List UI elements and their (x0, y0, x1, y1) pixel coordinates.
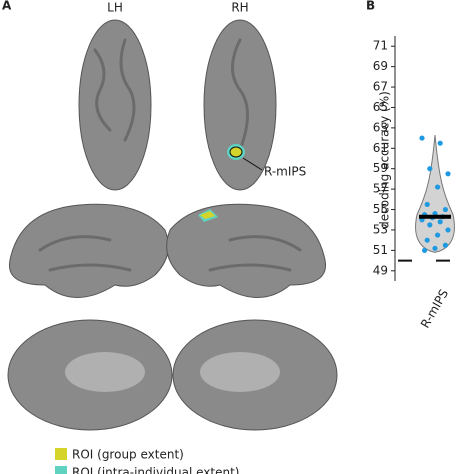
brain-top-rh (203, 19, 277, 191)
data-point (422, 247, 428, 253)
violin (415, 135, 455, 253)
y-tick-label: 65 (373, 100, 388, 114)
y-tick-label: 53 (373, 222, 388, 236)
brain-views (7, 19, 338, 431)
data-point (419, 135, 425, 141)
y-tick-label: 55 (373, 202, 388, 216)
roi-group (200, 211, 215, 219)
panel-label: B (366, 0, 375, 13)
data-point (424, 201, 430, 208)
data-point (445, 227, 451, 233)
hemisphere-label: LH (107, 1, 123, 15)
panel-label: A (2, 0, 12, 13)
y-tick-label: 69 (373, 59, 388, 73)
corpus (200, 352, 280, 392)
y-tick-label: 57 (373, 182, 388, 196)
y-tick-label: 67 (373, 80, 388, 94)
data-point (437, 140, 443, 146)
legend-label: ROI (group extent) (72, 448, 184, 462)
legend-swatch (55, 466, 67, 474)
roi-group (229, 146, 243, 158)
roi-label: R-mIPS (264, 165, 306, 179)
roi-pointer (242, 157, 263, 171)
data-point (437, 219, 443, 225)
data-point (435, 232, 441, 238)
brain-lateral-lh (8, 203, 169, 298)
data-point (442, 242, 448, 248)
y-axis-title: decoding accuracy (%) (378, 91, 392, 229)
data-point (442, 206, 448, 213)
y-tick-label: 49 (373, 263, 388, 277)
legend-swatch (55, 448, 67, 460)
y-tick-label: 63 (373, 120, 388, 134)
data-point (435, 184, 441, 190)
corpus (65, 352, 145, 392)
data-point (432, 245, 438, 251)
brain-lateral-rh (166, 203, 327, 298)
y-tick-label: 71 (373, 39, 388, 53)
y-tick-label: 51 (373, 243, 388, 257)
brain-top-lh (78, 19, 152, 191)
sulci (38, 235, 302, 272)
data-point (427, 166, 433, 172)
y-tick-label: 59 (373, 161, 388, 175)
legend-label: ROI (intra-individual extent) (72, 466, 239, 474)
data-point (424, 237, 430, 243)
hemisphere-label: RH (231, 1, 248, 15)
y-tick-label: 61 (373, 141, 388, 155)
sulci (93, 38, 249, 152)
data-point (427, 222, 433, 228)
x-tick-label: R-mIPS (418, 287, 451, 331)
data-point (445, 171, 451, 177)
